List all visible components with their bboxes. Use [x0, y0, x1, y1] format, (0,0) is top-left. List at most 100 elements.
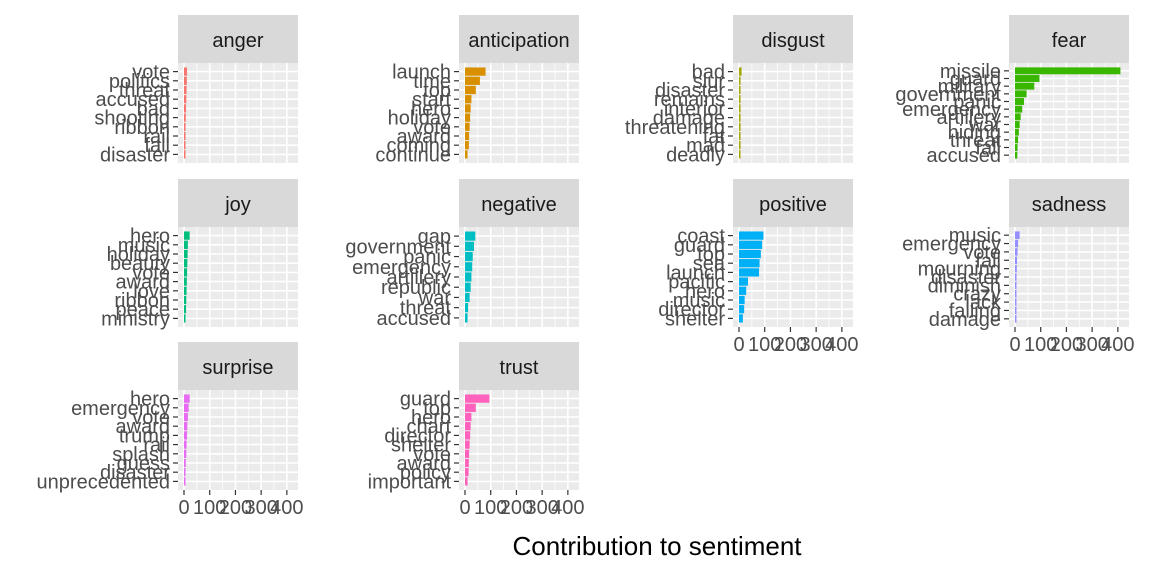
y-tick-label: music: [673, 290, 725, 312]
y-tick-label: shelter: [665, 308, 725, 330]
x-tick-label: 400: [825, 334, 858, 356]
bar-remains: [739, 95, 741, 104]
y-tick-label: emergency: [902, 99, 1001, 121]
facet-title: anticipation: [468, 30, 569, 52]
bar-shelter: [465, 440, 470, 449]
y-tick-label: deadly: [666, 144, 725, 166]
facet-title: fear: [1052, 30, 1087, 52]
y-tick-label: fall: [975, 250, 1001, 272]
y-tick-label: music: [118, 235, 170, 257]
y-tick-label: slur: [693, 71, 726, 93]
y-tick-label: damage: [653, 108, 725, 130]
y-tick-label: remains: [654, 89, 725, 111]
x-axis-label: Contribution to sentiment: [512, 531, 802, 561]
bar-fall: [1015, 144, 1018, 151]
facet-joy: joy heromusicholidaybeautyvoteawardloveri…: [101, 179, 298, 330]
facet-strip: [733, 179, 853, 227]
y-tick-label: guess: [117, 453, 170, 475]
bar-policy: [465, 468, 469, 477]
y-tick-label: guard: [674, 235, 725, 257]
y-tick-label: sea: [693, 253, 726, 275]
y-tick-label: peace: [116, 299, 171, 321]
y-tick-label: guard: [950, 69, 1001, 91]
bar-accused: [465, 313, 468, 323]
y-tick-label: launch: [392, 62, 451, 84]
facet-strip: [733, 15, 853, 63]
bar-threat: [184, 85, 187, 95]
bar-interior: [739, 104, 741, 113]
bar-hero: [465, 412, 472, 422]
facet-strip: [459, 179, 579, 227]
x-tick-label: 300: [799, 334, 832, 356]
bar-guard: [1015, 75, 1040, 82]
x-tick-label: 300: [244, 497, 277, 519]
panel-background: [459, 390, 579, 490]
y-tick-label: gap: [418, 226, 451, 248]
bar-disaster: [184, 150, 186, 159]
y-tick-label: bad: [692, 62, 725, 84]
y-tick-label: military: [938, 76, 1001, 98]
bar-disaster: [184, 468, 186, 477]
y-tick-label: government: [345, 236, 451, 258]
bar-award: [465, 131, 470, 141]
y-tick-label: director: [658, 299, 725, 321]
x-tick-label: 0: [178, 497, 189, 519]
bar-vote: [184, 67, 188, 76]
facet-strip: [178, 179, 298, 227]
y-tick-label: accused: [96, 89, 171, 111]
facet-fear: fear missileguardmilitarygovernmentpanice…: [895, 15, 1129, 167]
y-tick-label: hero: [685, 281, 725, 303]
bar-crazy: [1015, 289, 1017, 298]
x-tick-label: 0: [459, 497, 470, 519]
facet-strip: [1009, 15, 1129, 63]
bar-beauty: [184, 259, 188, 268]
facet-strip: [459, 342, 579, 390]
panel-background: [733, 63, 853, 163]
bar-coast: [739, 231, 764, 240]
y-tick-label: crazy: [953, 284, 1001, 306]
bar-accused: [184, 95, 187, 104]
facet-disgust: disgust badslurdisasterremainsinteriordam…: [625, 15, 853, 166]
bar-rail: [184, 440, 187, 449]
y-tick-label: hero: [411, 407, 451, 429]
y-tick-label: fall: [144, 135, 170, 157]
facet-strip: [1009, 179, 1129, 227]
x-tick-label: 0: [733, 334, 744, 356]
facet-negative: negative gapgovernmentpanicemergencyartil…: [345, 179, 579, 330]
y-tick-label: award: [116, 272, 170, 294]
y-tick-label: panic: [403, 247, 451, 269]
y-tick-label: missile: [940, 61, 1001, 83]
y-tick-label: emergency: [902, 234, 1001, 256]
y-tick-label: mad: [686, 135, 725, 157]
y-tick-label: politics: [109, 71, 170, 93]
y-tick-label: threat: [950, 130, 1002, 152]
bar-fat: [739, 131, 741, 141]
y-tick-label: vote: [413, 117, 451, 139]
bar-republic: [465, 282, 471, 292]
x-tick-label: 400: [551, 497, 584, 519]
bar-music: [1015, 231, 1020, 239]
y-tick-label: beauty: [110, 253, 170, 275]
bar-coming: [465, 141, 469, 150]
bar-holiday: [184, 249, 188, 259]
bar-ministry: [184, 314, 186, 323]
x-tick-label: 400: [270, 497, 303, 519]
bar-fall: [184, 141, 186, 150]
y-tick-label: republic: [381, 277, 451, 299]
y-tick-label: award: [397, 126, 451, 148]
bar-music: [739, 295, 745, 305]
facet-surprise: surprise heroemergencyvoteawardtrumprails…: [37, 342, 304, 519]
bar-emergency: [1015, 105, 1023, 113]
facet-sadness: sadness musicemergencyvotefallmourningdis…: [902, 179, 1135, 356]
facet-title: trust: [500, 357, 539, 379]
bar-panic: [1015, 98, 1024, 105]
facet-title: joy: [224, 194, 251, 216]
bar-mad: [739, 141, 741, 150]
bar-threatening: [739, 122, 741, 131]
y-tick-label: top: [423, 398, 451, 420]
y-tick-label: bad: [137, 98, 170, 120]
y-tick-label: disaster: [931, 267, 1001, 289]
facet-strip: [178, 15, 298, 63]
